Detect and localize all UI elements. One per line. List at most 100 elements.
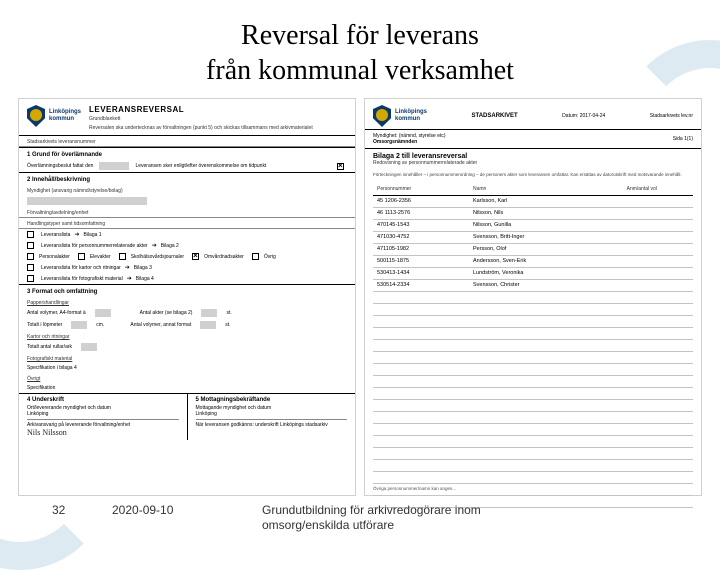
form-title: LEVERANSREVERSAL (89, 105, 347, 114)
ort2-val: Linköping (196, 411, 348, 420)
num-box (71, 321, 87, 329)
sec3-spec: Specifikation i bilaga 4 (27, 365, 77, 371)
checkbox-label: Personalakter (39, 254, 70, 260)
form-subtitle: Grundblankett (89, 116, 347, 122)
form-header: Linköpings kommun LEVERANSREVERSAL Grund… (19, 99, 355, 136)
sig-col-right: 5 Mottagningsbekräftande Mottagande mynd… (187, 394, 356, 440)
cell-name: Svensson, Britt-Inger (469, 231, 623, 243)
num-box (81, 343, 97, 351)
sec1-text: Överlämningsbeslut fattat den (27, 163, 93, 169)
linkoping-logo: Linköpings kommun (27, 105, 81, 127)
table-row-empty (373, 375, 693, 387)
table-row: 470145-1543Nilsson, Gunilla (373, 219, 693, 231)
signature-name: Nils Nilsson (27, 428, 179, 437)
shield-icon (373, 105, 391, 127)
cell-anm (623, 279, 693, 291)
col-namn: Namn (469, 183, 623, 195)
bilaga-label: Leveranslista för kartor och ritningar (41, 265, 121, 271)
cell-anm (623, 219, 693, 231)
sec3-kartor: Kartor och ritningar (19, 331, 355, 341)
bilaga-checkbox (27, 275, 34, 282)
table-row-empty (373, 459, 693, 471)
agree-checkbox (337, 163, 344, 170)
cell-pnr: 500115-1875 (373, 255, 469, 267)
bilaga-row: Leveranslista för fotografiskt material … (19, 273, 355, 284)
cell-anm (623, 195, 693, 207)
datum-block: Datum: 2017-04-24 (562, 113, 605, 119)
table-row-empty (373, 411, 693, 423)
table-row-empty (373, 423, 693, 435)
myndig-val: Omsorgsnämnden (373, 139, 446, 145)
table-row: 46 1113-2576Nilsson, Nils (373, 207, 693, 219)
page-number: 32 (52, 503, 112, 517)
table-row: 471030-4752Svensson, Britt-Inger (373, 231, 693, 243)
person-table: Personnummer Namn Anm/antal vol 45 1206-… (373, 183, 693, 508)
date-field (99, 162, 129, 170)
sec3-ovr: Övrigt (19, 373, 355, 383)
col-personnummer: Personnummer (373, 183, 469, 195)
checkbox (192, 253, 199, 260)
bilaga-checkbox (27, 264, 34, 271)
stadsarkivet-label: STADSARKIVET (471, 113, 517, 119)
arrow-icon: ➔ (127, 275, 132, 282)
checkbox (78, 253, 85, 260)
slide-body: Linköpings kommun LEVERANSREVERSAL Grund… (0, 98, 720, 508)
cell-name: Nilsson, Gunilla (469, 219, 623, 231)
bilaga-target: Bilaga 3 (134, 265, 152, 271)
cell-pnr: 45 1206-2356 (373, 195, 469, 207)
table-row: 530514-2334Svensson, Christer (373, 279, 693, 291)
bilaga-row: Leveranslista för personnummerrelaterade… (19, 240, 355, 251)
table-row-empty (373, 387, 693, 399)
num-box (201, 309, 217, 317)
bilaga-row: Leveranslista ➔ Bilaga 1 (19, 229, 355, 240)
checkbox (119, 253, 126, 260)
akter-checkboxes: Personalakter Elevakter Skolhälsovårdsjour… (19, 251, 355, 262)
bilaga2-subtitle: Redovisning av personnummerrelaterade ak… (365, 160, 701, 170)
cell-pnr: 470145-1543 (373, 219, 469, 231)
sec5-head: 5 Mottagningsbekräftande (196, 397, 348, 403)
form-note: Reversalen ska undertecknas av förvaltni… (89, 125, 347, 131)
table-row-empty (373, 303, 693, 315)
myndighet-field (27, 197, 147, 205)
checkbox-item: Övrig (252, 253, 276, 260)
checkbox-item: Omvårdnadsakter (192, 253, 244, 260)
sec3-f1: Pappershandlingar (19, 297, 355, 307)
cell-pnr: 530514-2334 (373, 279, 469, 291)
bilaga2-header: Linköpings kommun STADSARKIVET Datum: 20… (365, 99, 701, 130)
sig-col-left: 4 Underskrift Ort/levererande myndighet … (19, 394, 187, 440)
slide-title: Reversal för leverans från kommunal verk… (0, 0, 720, 98)
linkoping-logo: Linköpings kommun (373, 105, 427, 127)
levnr-label: Stadsarkivets lev.nr (650, 113, 693, 119)
arrow-icon: ➔ (125, 264, 130, 271)
bilaga2-note: Förteckningen innehåller – i personnumme… (365, 170, 701, 179)
checkbox-label: Elevakter (90, 254, 111, 260)
title-line1: Reversal för leverans (241, 20, 479, 51)
table-row-empty (373, 291, 693, 303)
datum-val: 2017-04-24 (580, 113, 606, 119)
sec3-f3: Totalt i löpmeter (27, 322, 62, 328)
checkbox-label: Skolhälsovårdsjournaler (131, 254, 184, 260)
cell-anm (623, 231, 693, 243)
bilaga-label: Leveranslista (41, 232, 70, 238)
bilaga-checkbox (27, 242, 34, 249)
bilaga-label: Leveranslista för fotografiskt material (41, 276, 123, 282)
table-row-empty (373, 339, 693, 351)
reversal-form: Linköpings kommun LEVERANSREVERSAL Grund… (18, 98, 356, 496)
bilaga2-foot: Övriga personnummer/namn kan anges... (365, 484, 464, 493)
datum-lbl: Datum: (562, 113, 578, 119)
sec2-f2: Förvaltning/avdelning/enhet (19, 207, 355, 217)
arrow-icon: ➔ (74, 231, 79, 238)
sec3-f2: Antal volymer, A4-format à (27, 310, 86, 316)
cell-name: Andersson, Sven-Erik (469, 255, 623, 267)
sec3-foto: Fotografiskt material (19, 353, 355, 363)
field-stadsarkiv: Stadsarkivets leveransnummer (19, 136, 355, 146)
checkbox (27, 253, 34, 260)
footer-date: 2020-09-10 (112, 503, 222, 517)
bilaga-checkbox (27, 231, 34, 238)
sig-label2: När leveransen godkänns: underskrift Lin… (196, 422, 348, 428)
sec3-f2b: Antal akter (se bilaga 2) (140, 310, 193, 316)
sec1-row: Överlämningsbeslut fattat den Leveransen… (19, 160, 355, 172)
myndighet-row: Myndighet: (nämnd, styrelse etc) Omsorgs… (365, 130, 701, 149)
sec3-row2: Totalt i löpmeter cm. Antal volymer, ann… (19, 319, 355, 331)
sida-val: Sida 1(1) (673, 136, 693, 142)
